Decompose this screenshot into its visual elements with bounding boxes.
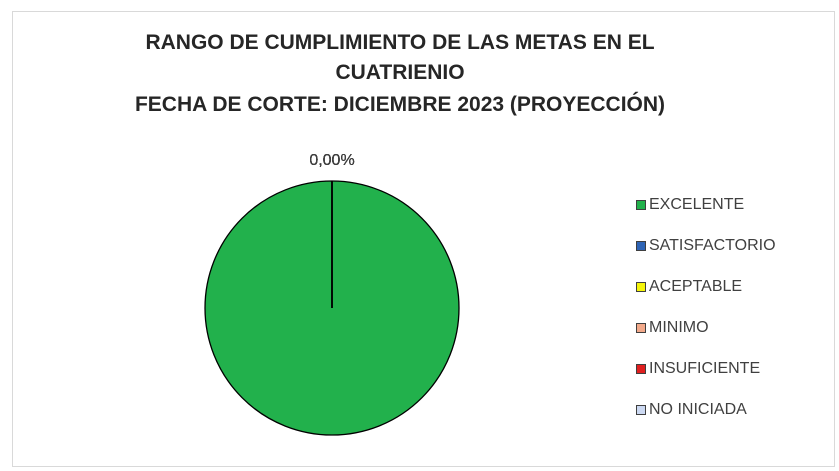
data-label-insuficiente: 0,00% bbox=[309, 152, 354, 169]
chart-title-line-3: FECHA DE CORTE: DICIEMBRE 2023 (PROYECCI… bbox=[134, 93, 666, 116]
legend-label: ACEPTABLE bbox=[649, 278, 743, 295]
data-label-aceptable: 0,00% bbox=[309, 152, 354, 169]
legend-swatch bbox=[636, 200, 646, 210]
chart-title-line-2: CUATRIENIO bbox=[335, 61, 465, 84]
legend: EXCELENTE SATISFACTORIO ACEPTABLE MINIMO INS… bbox=[636, 191, 776, 437]
legend-swatch bbox=[636, 241, 646, 251]
data-label-satisfactorio: 0,00% bbox=[309, 152, 354, 169]
legend-label: NO INICIADA bbox=[649, 401, 747, 418]
legend-swatch bbox=[636, 323, 646, 333]
legend-label: MINIMO bbox=[649, 319, 709, 336]
legend-item-insuficiente: INSUFICIENTE bbox=[636, 355, 776, 383]
legend-item-no-iniciada: NO INICIADA bbox=[636, 396, 776, 424]
legend-label: SATISFACTORIO bbox=[649, 237, 776, 254]
legend-item-excelente: EXCELENTE bbox=[636, 191, 776, 219]
legend-label: EXCELENTE bbox=[649, 196, 745, 213]
legend-label: INSUFICIENTE bbox=[649, 360, 761, 377]
legend-item-aceptable: ACEPTABLE bbox=[636, 273, 776, 301]
legend-swatch bbox=[636, 282, 646, 292]
legend-swatch bbox=[636, 405, 646, 415]
legend-item-minimo: MINIMO bbox=[636, 314, 776, 342]
legend-item-satisfactorio: SATISFACTORIO bbox=[636, 232, 776, 260]
chart-title-line-1: RANGO DE CUMPLIMIENTO DE LAS METAS EN EL bbox=[145, 31, 655, 54]
legend-swatch bbox=[636, 364, 646, 374]
data-label-no-iniciada: 0,00% bbox=[309, 152, 354, 169]
data-label-minimo: 0,00% bbox=[309, 152, 354, 169]
